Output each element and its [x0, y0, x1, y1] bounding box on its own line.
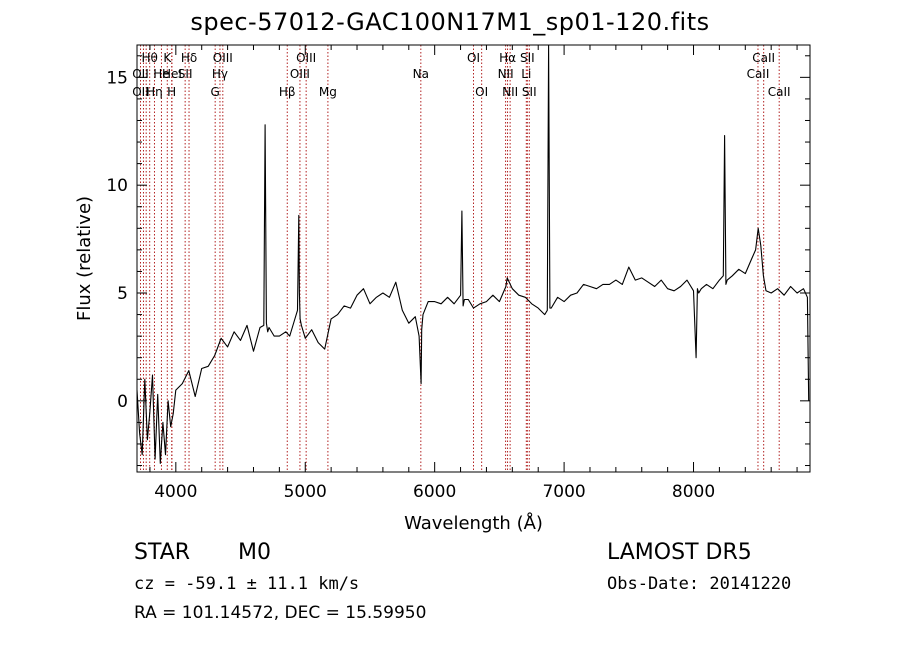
spectral-line-label: Na — [413, 67, 429, 81]
spectral-line-label: Hγ — [212, 67, 228, 81]
spectral-line-label: Hη — [146, 85, 163, 99]
spectral-line-label: OII — [132, 67, 149, 81]
x-tick-label: 5000 — [284, 482, 327, 502]
spectral-line-label: HeI — [162, 67, 182, 81]
spectral-line-label: OIII — [296, 51, 316, 65]
sky-coordinates: RA = 101.14572, DEC = 15.59950 — [134, 603, 427, 623]
y-axis-label: Flux (relative) — [74, 196, 95, 321]
y-tick-label: 5 — [117, 284, 128, 304]
x-tick-label: 4000 — [154, 482, 197, 502]
spectral-line-label: G — [211, 85, 220, 99]
plot-frame — [136, 44, 811, 473]
y-tick-label: 0 — [117, 392, 128, 412]
chart-title: spec-57012-GAC100N17M1_sp01-120.fits — [190, 8, 710, 36]
spectral-line-label: OII — [132, 85, 149, 99]
spectral-line-label: OI — [475, 85, 488, 99]
spectral-line-label: OIII — [213, 51, 233, 65]
spectral-line-label: NII — [498, 67, 514, 81]
spectral-line-label: Mg — [319, 85, 337, 99]
spectrum-line — [136, 44, 810, 464]
x-tick-label: 6000 — [413, 482, 456, 502]
spectral-line-label: OIII — [290, 67, 310, 81]
spectral-line-label: He — [153, 67, 169, 81]
object-class: STAR — [134, 540, 191, 565]
spectral-line-label: OI — [467, 51, 480, 65]
spectral-line-label: SII — [522, 85, 537, 99]
x-tick-label: 8000 — [672, 482, 715, 502]
spectral-line-label: K — [163, 51, 172, 65]
spectral-line-label: NII — [502, 85, 518, 99]
x-axis-label: Wavelength (Å) — [404, 512, 543, 534]
spectral-line-label: CaII — [752, 51, 775, 65]
spectral-line-label: SII — [520, 51, 535, 65]
y-tick-label: 10 — [106, 176, 128, 196]
spectral-line-label: H — [167, 85, 176, 99]
survey-name: LAMOST DR5 — [607, 540, 752, 565]
y-tick-label: 15 — [106, 68, 128, 88]
spectral-line-label: Hδ — [181, 51, 197, 65]
spectral-line-label: Hα — [499, 51, 516, 65]
spectral-line-label: Li — [521, 67, 531, 81]
radial-velocity: cz = -59.1 ± 11.1 km/s — [134, 574, 360, 594]
spectral-line-label: CaII — [747, 67, 770, 81]
spectral-line-label: Hβ — [279, 85, 296, 99]
observation-date: Obs-Date: 20141220 — [607, 574, 792, 594]
x-tick-label: 7000 — [542, 482, 585, 502]
spectral-line-label: SII — [178, 67, 193, 81]
spectral-line-label: CaII — [768, 85, 791, 99]
object-subclass: M0 — [238, 540, 271, 565]
spectral-line-label: Hθ — [141, 51, 157, 65]
